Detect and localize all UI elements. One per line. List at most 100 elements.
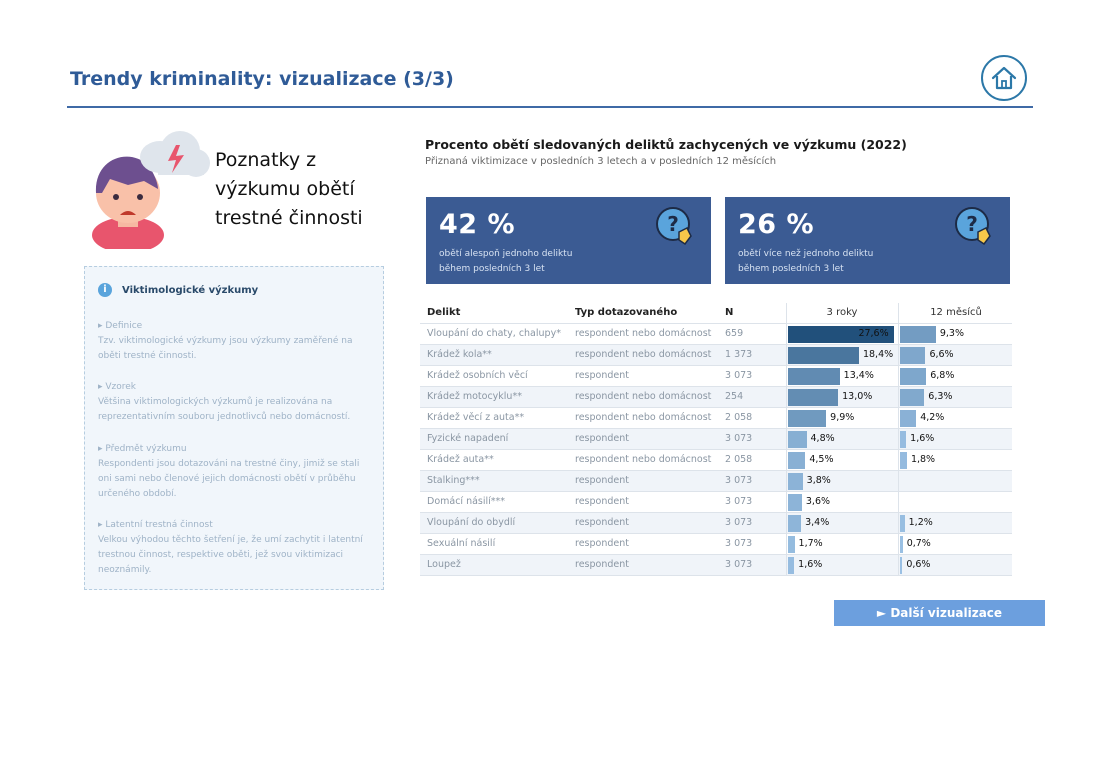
n-cell: 3 073	[725, 433, 753, 444]
offence-cell: Krádež kola**	[427, 349, 492, 360]
question-hand-icon: ?	[955, 207, 991, 246]
table-row: Krádež věcí z auta** respondent nebo domá…	[420, 408, 1012, 428]
n-cell: 3 073	[725, 559, 753, 570]
info-panel: i Viktimologické výzkumy ▸ Definice Tzv.…	[84, 266, 384, 590]
n-cell: 659	[725, 328, 744, 339]
twelve-months-label: 9,3%	[939, 328, 964, 339]
column-header-type: Typ dotazovaného	[575, 307, 678, 318]
row-divider	[420, 428, 1012, 429]
column-header-3-years: 3 roky	[826, 307, 858, 318]
worried-person-illustration	[92, 131, 210, 249]
row-divider	[420, 512, 1012, 513]
three-years-label: 3,6%	[805, 496, 831, 507]
twelve-months-bar	[900, 410, 917, 427]
table-header-row: Delikt Typ dotazovaného N 3 roky 12 měsí…	[420, 303, 1012, 323]
kpi-caption: obětí alespoň jednoho deliktu	[439, 249, 573, 259]
respondent-type-cell: respondent	[575, 496, 629, 507]
home-button[interactable]	[981, 55, 1027, 101]
three-years-bar	[788, 515, 802, 532]
twelve-months-bar	[900, 326, 936, 343]
title-divider	[67, 106, 1033, 108]
three-years-label: 1,6%	[798, 559, 823, 570]
row-divider	[420, 554, 1012, 555]
twelve-months-label: 6,6%	[929, 349, 954, 360]
table-row: Fyzické napadení respondent 3 073 4,8% 1,6%	[420, 429, 1012, 449]
kpi-caption: obětí více než jednoho deliktu	[738, 249, 874, 259]
column-header-12-months: 12 měsíců	[930, 307, 982, 318]
n-cell: 2 058	[725, 454, 753, 465]
info-section-subject: ▸ Předmět výzkumu Respondenti jsou dotaz…	[98, 442, 370, 502]
n-cell: 1 373	[725, 349, 753, 360]
three-years-bar	[788, 389, 839, 406]
respondent-type-cell: respondent nebo domácnost	[575, 349, 712, 360]
offence-cell: Vloupání do chaty, chalupy*	[427, 328, 561, 339]
table-row: Sexuální násilí respondent 3 073 1,7% 0,7%	[420, 534, 1012, 554]
three-years-label: 4,8%	[810, 433, 835, 444]
three-years-bar	[788, 494, 802, 511]
row-divider	[420, 449, 1012, 450]
svg-text:?: ?	[966, 212, 978, 236]
respondent-type-cell: respondent	[575, 370, 629, 381]
row-divider	[420, 365, 1012, 366]
twelve-months-bar	[900, 368, 927, 385]
three-years-label: 1,7%	[798, 538, 823, 549]
offence-cell: Vloupání do obydlí	[427, 517, 516, 528]
twelve-months-label: 6,3%	[928, 391, 953, 402]
three-years-label: 4,5%	[809, 454, 834, 465]
row-divider	[420, 407, 1012, 408]
info-section-title: ▸ Definice	[98, 321, 143, 331]
twelve-months-bar	[900, 347, 926, 364]
three-years-label: 13,4%	[843, 370, 874, 381]
info-section-text: Velkou výhodou těchto šetření je, že umí…	[98, 535, 363, 575]
three-years-label: 13,0%	[842, 391, 873, 402]
info-section-text: Tzv. viktimologické výzkumy jsou výzkumy…	[98, 336, 353, 361]
respondent-type-cell: respondent nebo domácnost	[575, 391, 712, 402]
three-years-bar	[788, 347, 859, 364]
table-row: Krádež kola** respondent nebo domácnost 1 …	[420, 345, 1012, 365]
respondent-type-cell: respondent nebo domácnost	[575, 328, 712, 339]
three-years-bar	[788, 326, 895, 343]
table-row: Krádež auta** respondent nebo domácnost 2 …	[420, 450, 1012, 470]
three-years-label: 27,6%	[858, 328, 889, 339]
row-divider	[420, 470, 1012, 471]
offence-cell: Krádež auta**	[427, 454, 494, 465]
next-visualization-button[interactable]: ► Další vizualizace	[834, 600, 1045, 626]
info-section-definition: ▸ Definice Tzv. viktimologické výzkumy j…	[98, 319, 370, 364]
table-row: Krádež osobních věcí respondent 3 073 13,4%…	[420, 366, 1012, 386]
info-section-latent: ▸ Latentní trestná činnost Velkou výhodo…	[98, 518, 370, 578]
table-row: Krádež motocyklu** respondent nebo domácn…	[420, 387, 1012, 407]
three-years-label: 3,4%	[805, 517, 830, 528]
offence-cell: Fyzické napadení	[427, 433, 509, 444]
kpi-card-at-least-one: 42 % obětí alespoň jednoho deliktu během…	[426, 197, 711, 284]
info-section-text: Respondenti jsou dotazováni na trestné č…	[98, 459, 360, 499]
twelve-months-label: 0,6%	[906, 559, 931, 570]
row-divider	[420, 386, 1012, 387]
offence-cell: Krádež věcí z auta**	[427, 412, 525, 423]
three-years-label: 9,9%	[830, 412, 855, 423]
n-cell: 3 073	[725, 517, 753, 528]
respondent-type-cell: respondent	[575, 517, 629, 528]
twelve-months-label: 4,2%	[920, 412, 945, 423]
column-divider	[898, 303, 899, 576]
twelve-months-label: 6,8%	[930, 370, 955, 381]
info-section-text: Většina viktimologických výzkumů je real…	[98, 397, 351, 422]
info-section-sample: ▸ Vzorek Většina viktimologických výzkum…	[98, 380, 370, 425]
home-icon	[991, 66, 1017, 90]
offence-cell: Domácí násilí***	[427, 496, 506, 507]
table-row: Stalking*** respondent 3 073 3,8%	[420, 471, 1012, 491]
twelve-months-bar	[900, 536, 903, 553]
twelve-months-label: 1,8%	[910, 454, 936, 465]
row-divider	[420, 491, 1012, 492]
kpi-value: 42 %	[439, 209, 516, 240]
three-years-bar	[788, 431, 807, 448]
hero-title: Poznatky z výzkumu obětí trestné činnost…	[215, 149, 363, 229]
info-icon: i	[98, 283, 112, 297]
kpi-value: 26 %	[738, 209, 815, 240]
twelve-months-bar	[900, 389, 925, 406]
n-cell: 3 073	[725, 496, 753, 507]
respondent-type-cell: respondent nebo domácnost	[575, 412, 712, 423]
n-cell: 3 073	[725, 370, 753, 381]
row-divider	[420, 575, 1012, 576]
twelve-months-bar	[900, 557, 903, 574]
table-row: Domácí násilí*** respondent 3 073 3,6%	[420, 492, 1012, 512]
